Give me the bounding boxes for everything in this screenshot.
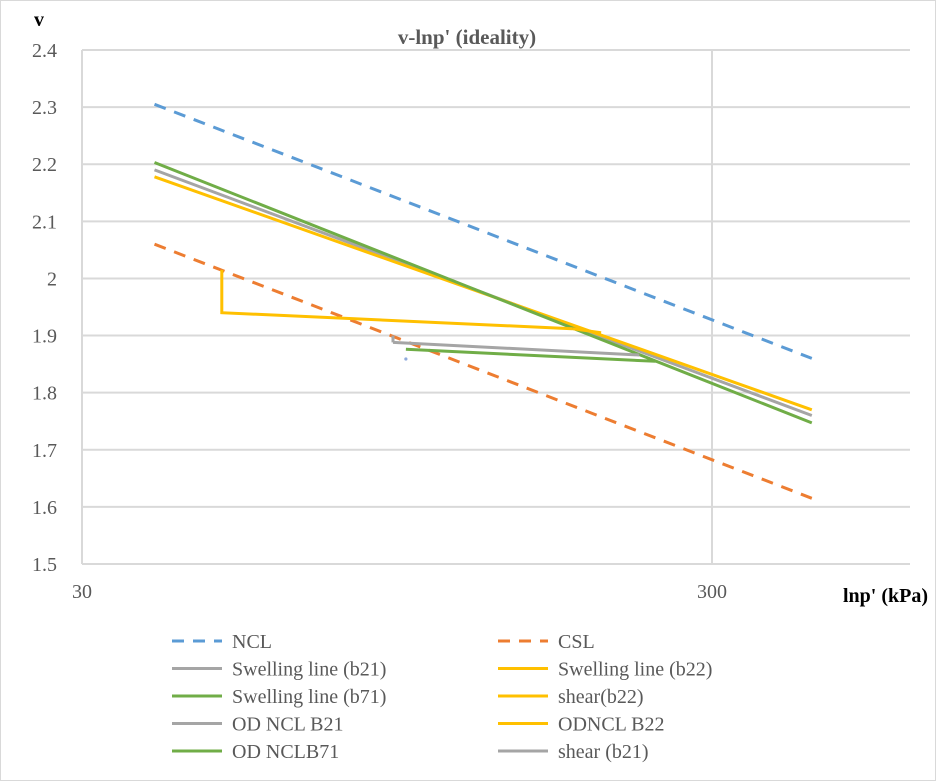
y-tick-label: 2.1 [32,211,57,233]
y-tick-label: 1.5 [32,554,57,576]
y-tick-label: 2 [47,268,57,290]
y-tick-label: 2.2 [32,154,57,176]
series-lines [153,102,813,500]
legend-label: Swelling line (b22) [558,659,712,681]
legend-label: CSL [558,631,595,653]
series-line-ncl [153,102,813,360]
legend-label: Swelling line (b21) [232,659,386,681]
legend-label: Swelling line (b71) [232,686,386,708]
y-tick-label: 2.3 [32,97,57,119]
series-line-od-ncl-b21 [392,340,640,357]
gridlines [81,49,910,565]
x-tick-label: 300 [697,581,727,603]
legend-label: shear(b22) [558,686,644,708]
y-axis-label: v [34,9,44,31]
y-tick-label: 2.4 [32,40,57,62]
series-line-shear-b22- [220,269,573,331]
y-tick-label: 1.9 [32,326,57,348]
legend-label: OD NCLB71 [232,741,339,763]
legend-label: ODNCL B22 [558,714,664,736]
y-tick-label: 1.6 [32,497,57,519]
legend-label: NCL [232,631,272,653]
legend-label: OD NCL B21 [232,714,343,736]
series-line-swelling-line-b71- [153,161,813,425]
series-line-od-nclb71 [405,347,656,363]
y-tick-label: 1.7 [32,440,57,462]
data-point-marker [404,357,408,361]
chart-title: v-lnp' (ideality) [398,25,536,49]
y-tick-label: 1.8 [32,383,57,405]
x-tick-label: 30 [72,581,92,603]
legend-label: shear (b21) [558,741,649,763]
series-line-odncl-b22 [571,327,602,335]
x-axis-label: lnp' (kPa) [843,585,928,607]
tick-labels: 1.5 1.6 1.7 1.8 1.9 2 2.1 2.2 2.3 2.4 30 300 [32,40,727,603]
series-line-csl [153,242,813,500]
legend: NCL CSL Swelling line (b21) Swelling line (… [172,631,712,763]
